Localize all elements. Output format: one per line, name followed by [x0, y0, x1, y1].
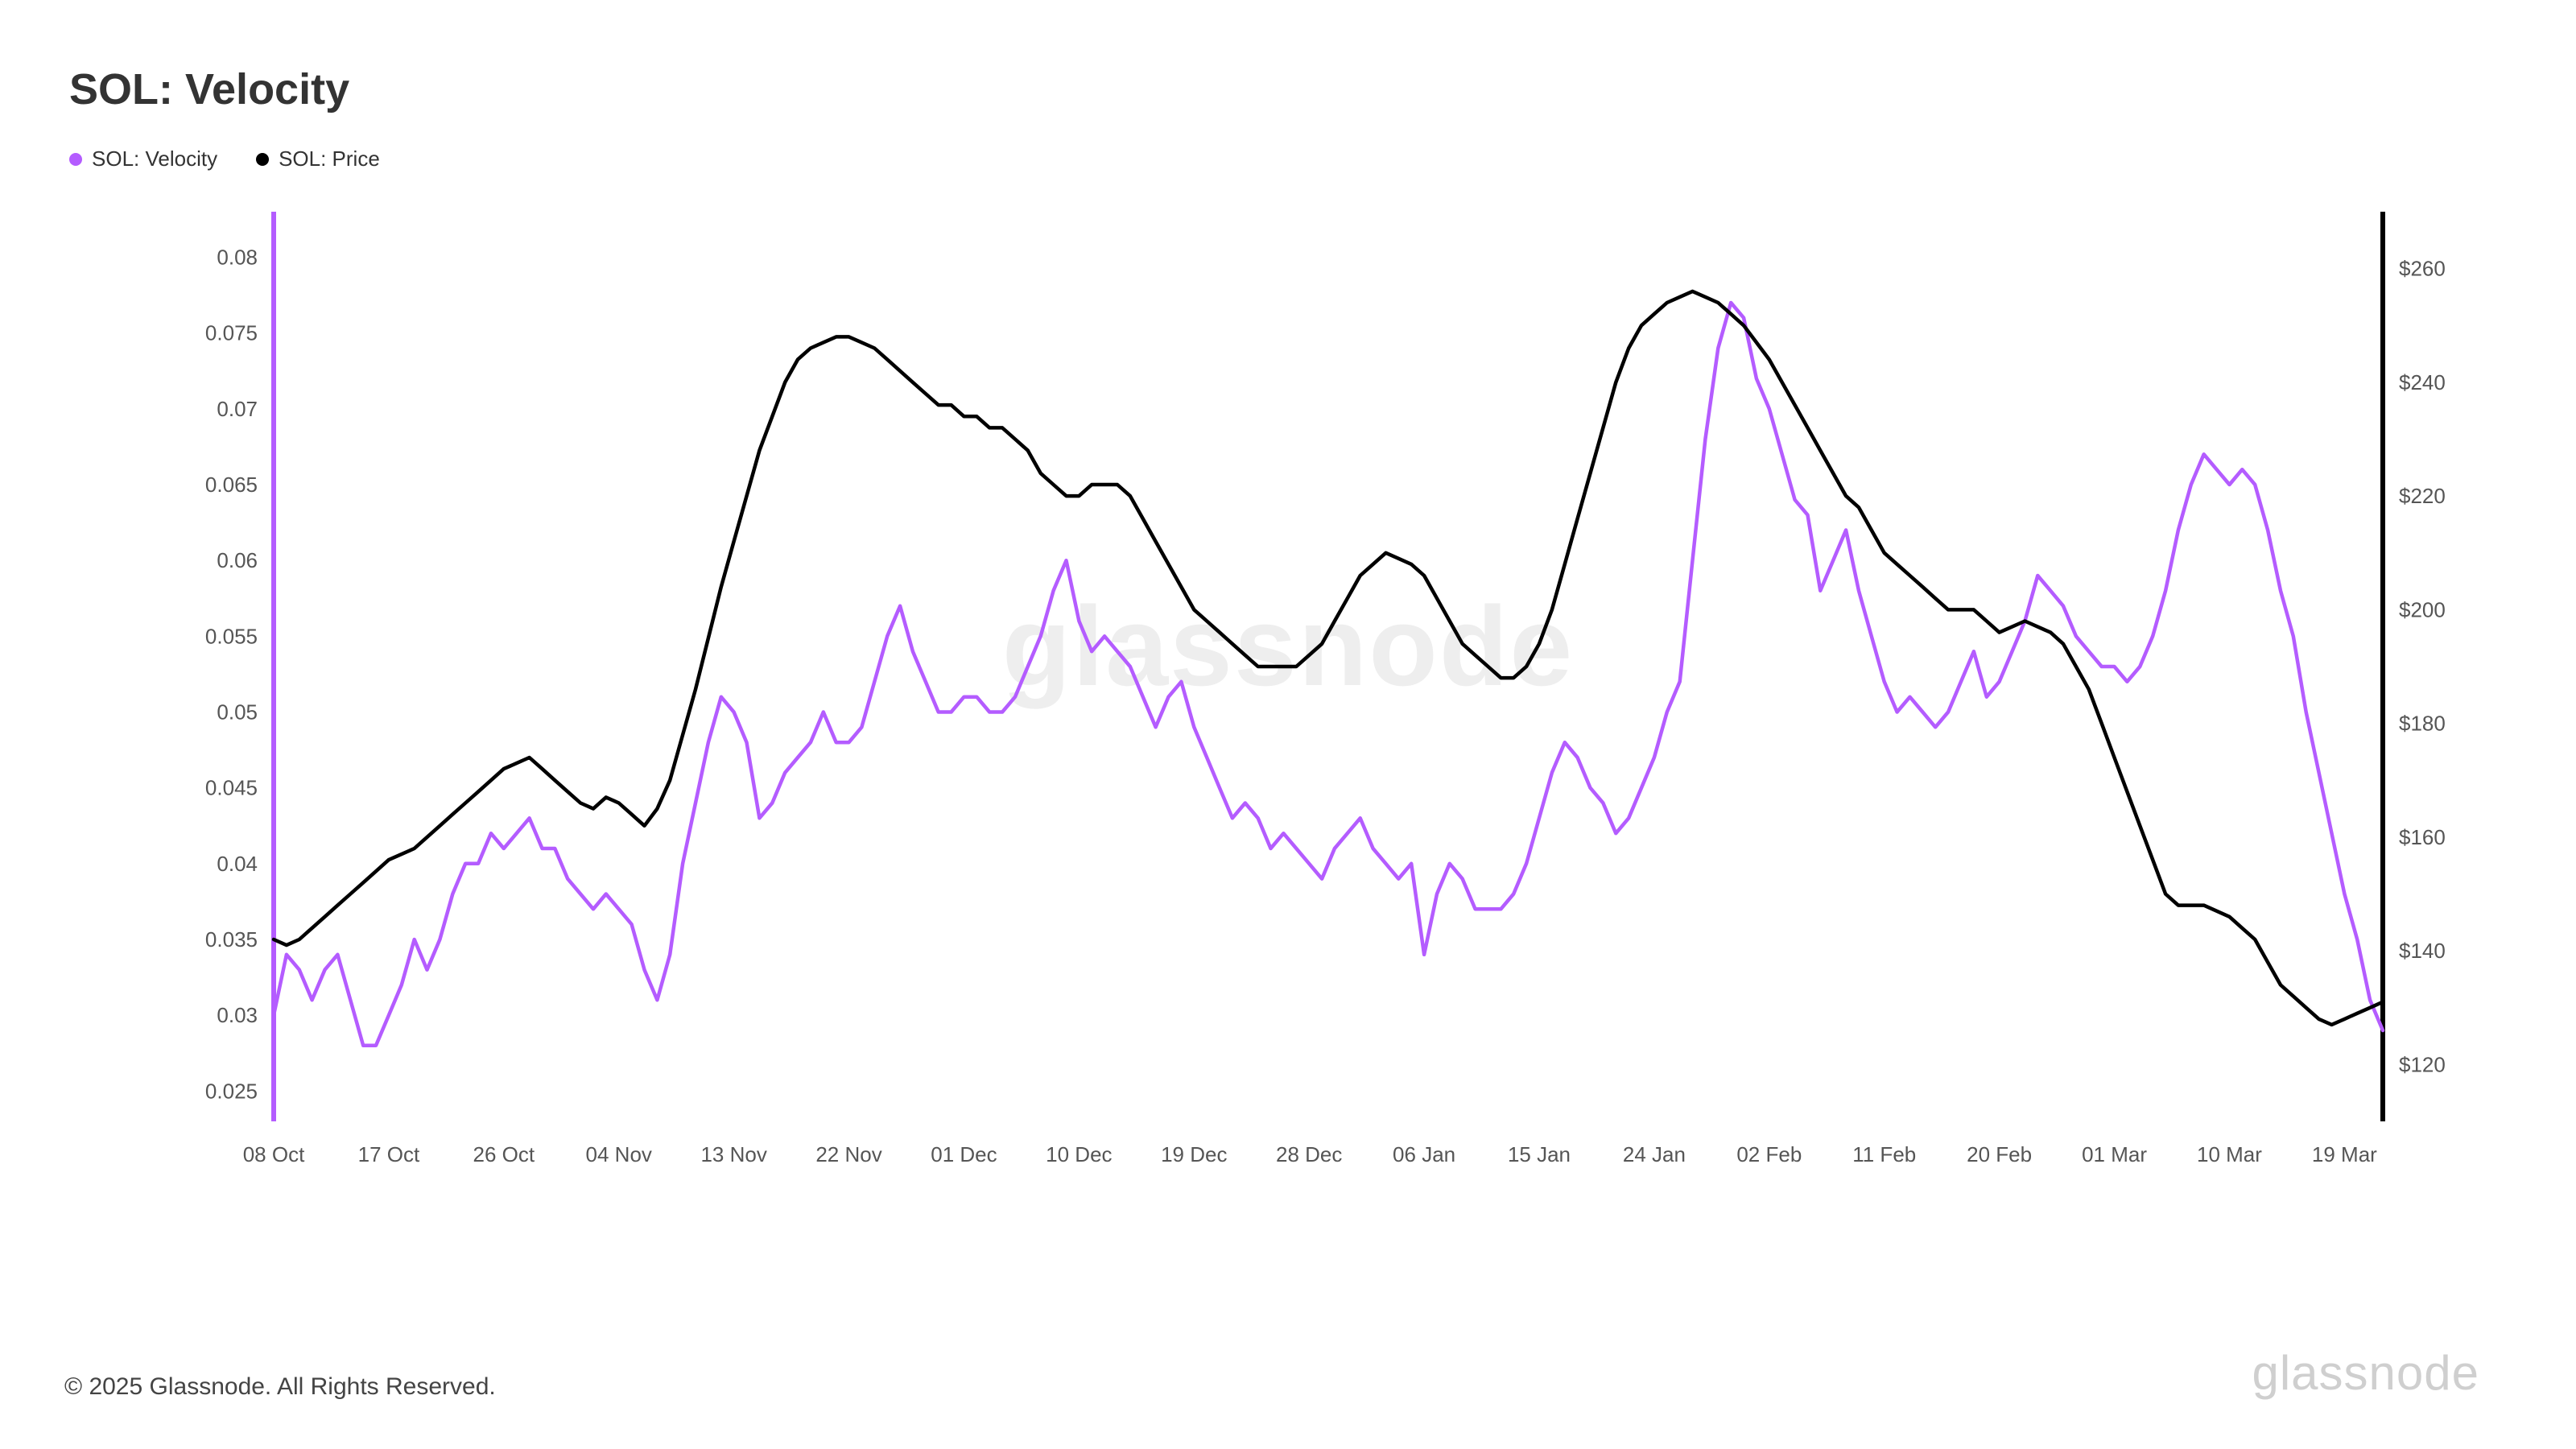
svg-text:10 Dec: 10 Dec — [1046, 1142, 1112, 1166]
svg-text:$160: $160 — [2399, 825, 2446, 849]
svg-text:01 Mar: 01 Mar — [2082, 1142, 2147, 1166]
svg-text:$240: $240 — [2399, 370, 2446, 394]
legend-item-velocity: SOL: Velocity — [69, 147, 217, 171]
svg-text:24 Jan: 24 Jan — [1623, 1142, 1686, 1166]
legend-label-velocity: SOL: Velocity — [92, 147, 217, 171]
svg-text:02 Feb: 02 Feb — [1736, 1142, 1802, 1166]
svg-text:10 Mar: 10 Mar — [2197, 1142, 2262, 1166]
svg-text:17 Oct: 17 Oct — [358, 1142, 420, 1166]
svg-text:0.045: 0.045 — [205, 776, 258, 800]
legend: SOL: Velocity SOL: Price — [69, 147, 2512, 171]
svg-text:19 Mar: 19 Mar — [2312, 1142, 2377, 1166]
svg-text:$220: $220 — [2399, 484, 2446, 508]
svg-text:0.055: 0.055 — [205, 624, 258, 648]
svg-text:0.07: 0.07 — [217, 397, 258, 421]
brand-watermark: glassnode — [2252, 1345, 2479, 1401]
svg-text:26 Oct: 26 Oct — [473, 1142, 535, 1166]
page-title: SOL: Velocity — [69, 64, 2512, 114]
svg-text:$260: $260 — [2399, 257, 2446, 281]
svg-text:19 Dec: 19 Dec — [1161, 1142, 1227, 1166]
svg-text:0.04: 0.04 — [217, 852, 258, 876]
svg-text:$120: $120 — [2399, 1052, 2446, 1076]
svg-text:0.035: 0.035 — [205, 927, 258, 952]
svg-text:0.065: 0.065 — [205, 473, 258, 497]
svg-text:04 Nov: 04 Nov — [586, 1142, 652, 1166]
svg-text:15 Jan: 15 Jan — [1508, 1142, 1571, 1166]
legend-label-price: SOL: Price — [279, 147, 380, 171]
svg-text:0.06: 0.06 — [217, 548, 258, 572]
svg-text:0.025: 0.025 — [205, 1079, 258, 1103]
svg-text:01 Dec: 01 Dec — [931, 1142, 997, 1166]
chart-area: glassnode 0.0250.030.0350.040.0450.050.0… — [64, 204, 2512, 1210]
svg-text:06 Jan: 06 Jan — [1393, 1142, 1455, 1166]
svg-text:$180: $180 — [2399, 712, 2446, 736]
legend-item-price: SOL: Price — [256, 147, 380, 171]
svg-text:0.05: 0.05 — [217, 700, 258, 724]
svg-text:$140: $140 — [2399, 939, 2446, 963]
svg-text:0.03: 0.03 — [217, 1003, 258, 1027]
legend-swatch-velocity — [69, 153, 82, 166]
svg-text:13 Nov: 13 Nov — [700, 1142, 766, 1166]
copyright: © 2025 Glassnode. All Rights Reserved. — [64, 1373, 496, 1401]
svg-text:08 Oct: 08 Oct — [243, 1142, 305, 1166]
svg-text:$200: $200 — [2399, 597, 2446, 621]
chart-svg: 0.025 0.03 0.035 0.04 0.045 0.05 0.055 0.06 0.06… — [64, 204, 2512, 1210]
svg-text:0.08: 0.08 — [217, 246, 258, 270]
svg-text:0.075: 0.075 — [205, 321, 258, 345]
legend-swatch-price — [256, 153, 269, 166]
svg-text:22 Nov: 22 Nov — [815, 1142, 881, 1166]
svg-text:28 Dec: 28 Dec — [1276, 1142, 1342, 1166]
svg-text:11 Feb: 11 Feb — [1852, 1142, 1916, 1166]
svg-text:20 Feb: 20 Feb — [1967, 1142, 2032, 1166]
